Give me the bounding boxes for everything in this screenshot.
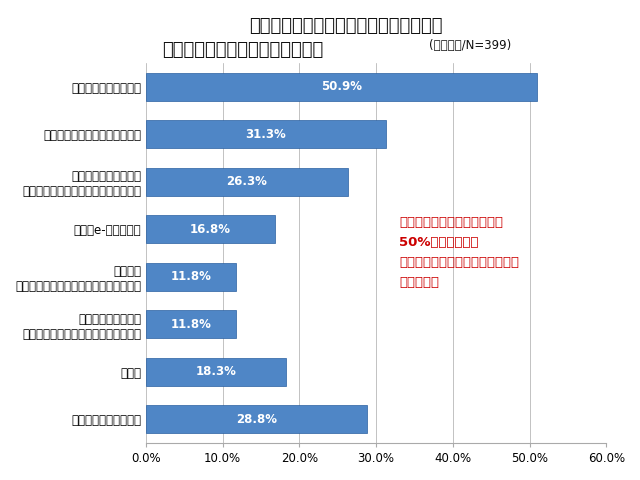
Bar	[146, 168, 348, 195]
Text: 26.3%: 26.3%	[227, 175, 268, 188]
Text: 16.8%: 16.8%	[190, 223, 231, 236]
Text: あなたが知っている運転支援システムを: あなたが知っている運転支援システムを	[249, 17, 442, 35]
Bar	[146, 73, 536, 100]
Text: (複数回答/N=399): (複数回答/N=399)	[429, 39, 511, 52]
Bar	[146, 216, 275, 243]
Bar	[146, 311, 236, 338]
Bar	[146, 120, 386, 148]
Text: 搭載している車を教えてください: 搭載している車を教えてください	[163, 41, 324, 59]
Text: 50.9%: 50.9%	[321, 80, 362, 93]
Text: 11.8%: 11.8%	[171, 270, 212, 283]
Bar	[146, 358, 286, 385]
Text: 18.3%: 18.3%	[196, 365, 237, 378]
Text: 31.3%: 31.3%	[246, 128, 286, 141]
Bar	[146, 406, 367, 433]
Text: 11.8%: 11.8%	[171, 318, 212, 331]
Text: スバル「アイサイト」以外は
50%を切る結果に
まだまだ漠然としたイメージの方
が多いよう: スバル「アイサイト」以外は 50%を切る結果に まだまだ漠然としたイメージの方 …	[399, 216, 519, 289]
Bar	[146, 263, 236, 290]
Text: 28.8%: 28.8%	[236, 413, 277, 426]
